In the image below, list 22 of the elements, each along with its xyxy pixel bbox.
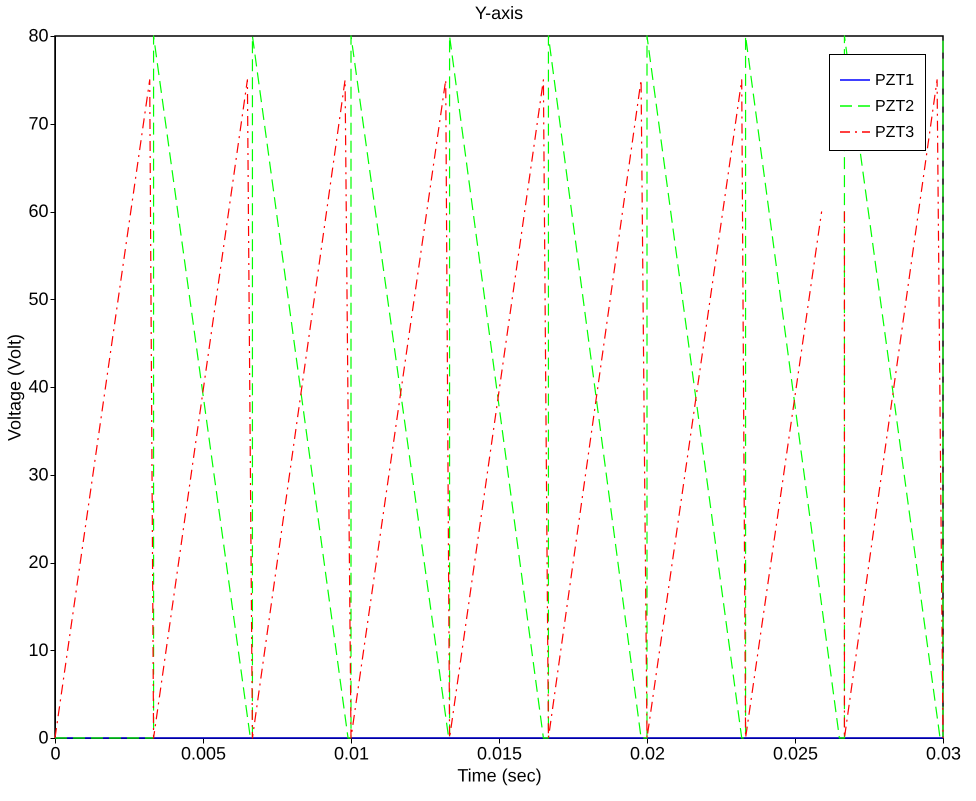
x-axis-title: Time (sec)	[457, 766, 542, 786]
legend-label: PZT2	[875, 98, 914, 115]
x-tick-label: 0.015	[476, 744, 522, 764]
x-tick-label: 0.02	[630, 744, 666, 764]
y-tick-label: 50	[28, 288, 48, 309]
y-tick-label: 80	[28, 26, 48, 46]
x-tick-label: 0	[50, 744, 61, 764]
y-tick-label: 10	[28, 640, 48, 660]
y-axis-title: Voltage (Volt)	[4, 334, 24, 442]
y-tick-label: 20	[28, 552, 48, 572]
x-tick-label: 0.025	[772, 744, 818, 764]
y-tick-label: 0	[38, 728, 48, 748]
y-tick-label: 40	[28, 376, 48, 396]
y-tick-label: 60	[28, 201, 48, 221]
legend-label: PZT3	[875, 124, 914, 141]
chart-title: Y-axis	[474, 3, 524, 23]
x-tick-label: 0.01	[334, 744, 370, 764]
y-tick-label: 70	[28, 113, 48, 134]
legend-label: PZT1	[875, 72, 914, 89]
x-tick-label: 0.005	[180, 744, 226, 764]
y-tick-label: 30	[28, 464, 48, 484]
x-tick-label: 0.03	[926, 744, 962, 764]
